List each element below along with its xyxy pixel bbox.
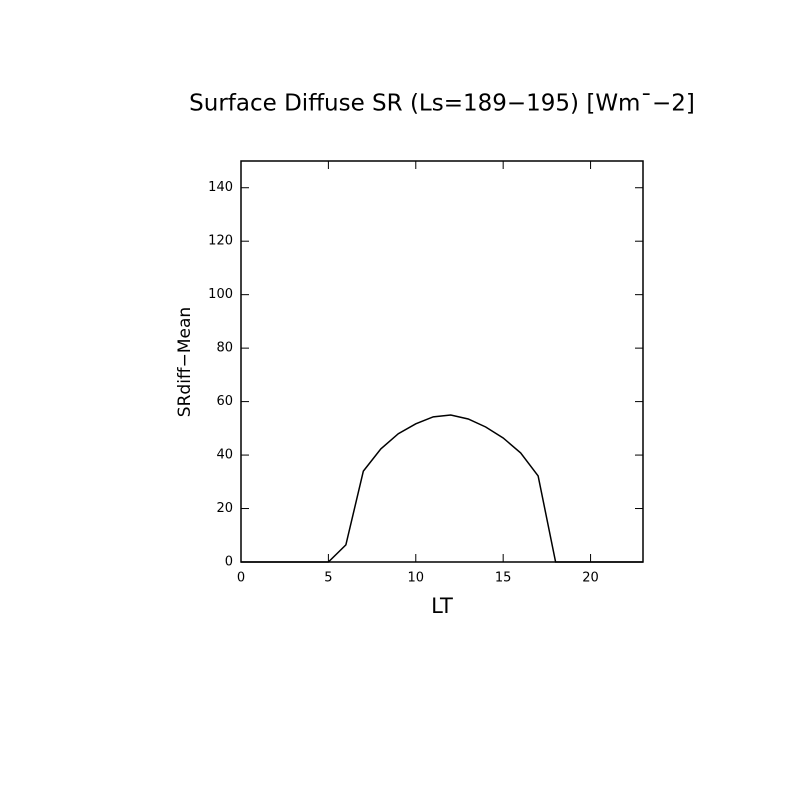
- y-tick-label: 20: [216, 501, 233, 516]
- y-tick-label: 120: [208, 234, 233, 249]
- x-tick-label: 0: [237, 571, 245, 586]
- x-tick-label: 20: [582, 571, 599, 586]
- y-tick-label: 0: [225, 555, 233, 570]
- chart-title: Surface Diffuse SR (Ls=189−195) [Wm¯−2]: [189, 91, 695, 117]
- x-axis-label: LT: [431, 594, 453, 618]
- x-tick-label: 5: [324, 571, 332, 586]
- y-tick-label: 80: [216, 341, 233, 356]
- y-axis-label: SRdiff−Mean: [175, 307, 195, 417]
- line-series: [241, 414, 643, 563]
- y-tick-label: 40: [216, 448, 233, 463]
- x-tick-label: 10: [408, 571, 425, 586]
- y-tick-label: 100: [208, 287, 233, 302]
- y-tick-label: 140: [208, 180, 233, 195]
- x-tick-label: 15: [495, 571, 512, 586]
- y-tick-label: 60: [216, 394, 233, 409]
- plot-frame: [240, 160, 644, 563]
